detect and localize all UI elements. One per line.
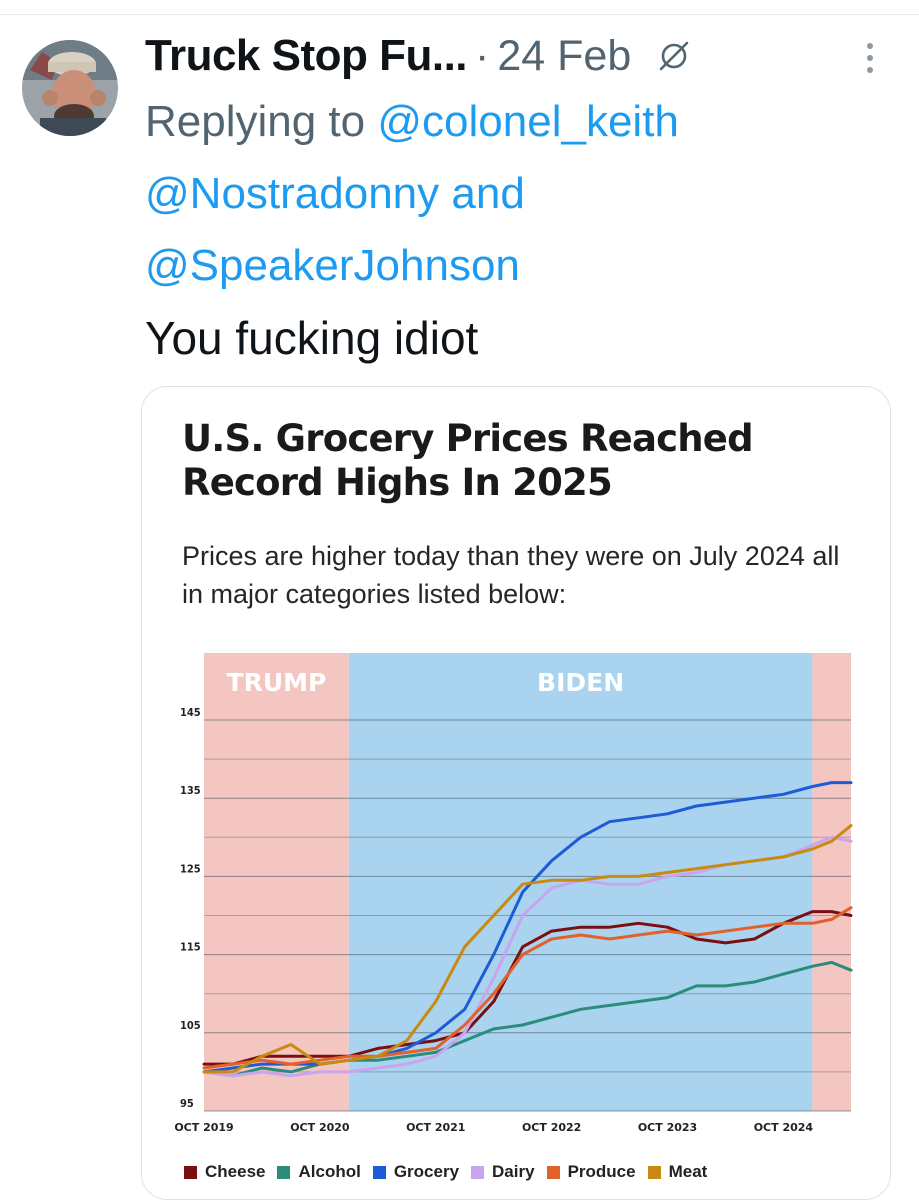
chart-subtitle: Prices are higher today than they were o… bbox=[182, 541, 840, 609]
legend-item: Meat bbox=[647, 1162, 708, 1182]
x-tick-label: OCT 2020 bbox=[290, 1121, 350, 1134]
legend-swatch bbox=[546, 1165, 560, 1179]
legend-swatch bbox=[471, 1165, 485, 1179]
legend-swatch bbox=[372, 1165, 386, 1179]
x-tick-label: OCT 2022 bbox=[522, 1121, 581, 1134]
legend-item: Alcohol bbox=[277, 1162, 361, 1182]
x-tick-label: OCT 2021 bbox=[406, 1121, 465, 1134]
legend-label: Meat bbox=[668, 1162, 708, 1181]
y-tick-label: 115 bbox=[180, 941, 201, 954]
series-line-meat bbox=[202, 824, 853, 1074]
more-vertical-icon[interactable] bbox=[858, 38, 882, 78]
mention-link[interactable]: @SpeakerJohnson bbox=[145, 241, 520, 290]
legend-label: Alcohol bbox=[298, 1162, 361, 1181]
tweet-text: You fucking idiot bbox=[145, 312, 479, 364]
separator-dot: · bbox=[475, 31, 490, 80]
era-band bbox=[812, 653, 851, 1111]
legend-label: Grocery bbox=[393, 1162, 460, 1181]
y-tick-label: 145 bbox=[180, 706, 201, 719]
avatar[interactable] bbox=[22, 40, 118, 136]
reply-prefix: Replying to bbox=[145, 97, 366, 146]
y-tick-label: 95 bbox=[180, 1097, 194, 1110]
mention-link[interactable]: @Nostradonny bbox=[145, 169, 440, 218]
y-tick-label: 135 bbox=[180, 784, 201, 797]
legend-label: Dairy bbox=[492, 1162, 535, 1181]
mention-link[interactable]: @colonel_keith bbox=[377, 97, 679, 146]
era-band-label: BIDEN bbox=[537, 668, 624, 697]
era-band bbox=[204, 653, 349, 1111]
top-divider bbox=[0, 14, 919, 15]
tweet-header: Truck Stop Fu... · 24 Feb bbox=[145, 26, 691, 86]
line-chart: TRUMP BIDEN 145 135 125 115 105 95 OCT 2019 OCT 2… bbox=[174, 653, 853, 1134]
series-line-grocery bbox=[202, 781, 853, 1074]
legend-swatch bbox=[647, 1165, 661, 1179]
series-line-cheese bbox=[202, 910, 853, 1066]
legend-item: Grocery bbox=[372, 1162, 460, 1182]
x-tick-label: OCT 2023 bbox=[638, 1121, 697, 1134]
chart-legend: Cheese Alcohol Grocery Dairy Produce Meat bbox=[184, 1162, 719, 1182]
legend-item: Dairy bbox=[471, 1162, 535, 1182]
media-card[interactable]: U.S. Grocery Prices Reached Record Highs… bbox=[141, 386, 891, 1200]
legend-item: Produce bbox=[546, 1162, 636, 1182]
x-tick-label: OCT 2024 bbox=[754, 1121, 814, 1134]
reply-context: Replying to @colonel_keith @Nostradonny … bbox=[145, 86, 885, 302]
legend-label: Produce bbox=[567, 1162, 636, 1181]
era-band-label: TRUMP bbox=[227, 668, 327, 697]
legend-item: Cheese bbox=[184, 1162, 265, 1182]
era-band bbox=[348, 653, 813, 1111]
legend-swatch bbox=[184, 1165, 197, 1179]
y-tick-label: 125 bbox=[180, 862, 201, 875]
chart-title: U.S. Grocery Prices Reached Record Highs… bbox=[182, 417, 754, 504]
legend-label: Cheese bbox=[205, 1162, 266, 1181]
legend-swatch bbox=[277, 1165, 291, 1179]
reply-joiner: and bbox=[451, 169, 525, 218]
author-name[interactable]: Truck Stop Fu... bbox=[145, 31, 468, 80]
y-tick-label: 105 bbox=[180, 1019, 201, 1032]
avatar-image bbox=[22, 40, 118, 136]
globe-icon bbox=[657, 39, 691, 73]
x-tick-label: OCT 2019 bbox=[174, 1121, 233, 1134]
tweet-date[interactable]: 24 Feb bbox=[497, 31, 632, 80]
